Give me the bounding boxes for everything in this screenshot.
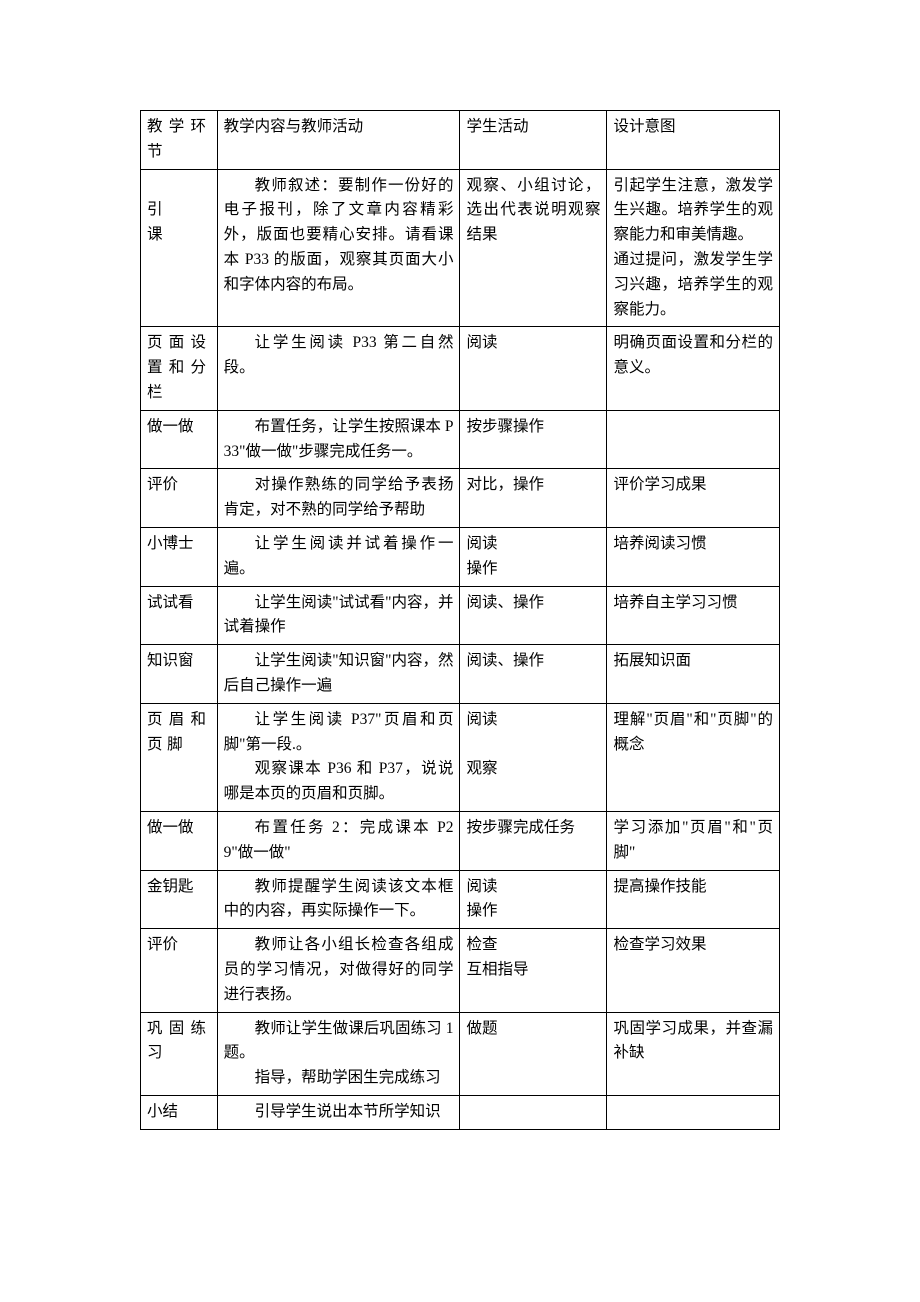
cell-content: 让学生阅读并试着操作一遍。 <box>217 527 460 586</box>
cell-intent: 明确页面设置和分栏的意义。 <box>607 327 780 410</box>
table-row: 页眉和页脚让学生阅读 P37"页眉和页脚"第一段.。观察课本 P36 和 P37… <box>141 703 780 811</box>
cell-content: 教师让学生做课后巩固练习 1 题。指导，帮助学困生完成练习 <box>217 1012 460 1095</box>
table-row: 做一做布置任务 2：完成课本 P29"做一做"按步骤完成任务学习添加"页眉"和"… <box>141 811 780 870</box>
cell-student: 阅读、操作 <box>460 586 607 645</box>
cell-stage: 评价 <box>141 929 218 1012</box>
table-row: 评价教师让各小组长检查各组成员的学习情况，对做得好的同学进行表扬。检查互相指导检… <box>141 929 780 1012</box>
table-row: 金钥匙教师提醒学生阅读该文本框中的内容，再实际操作一下。阅读操作提高操作技能 <box>141 870 780 929</box>
table-row: 巩固练习教师让学生做课后巩固练习 1 题。指导，帮助学困生完成练习做题巩固学习成… <box>141 1012 780 1095</box>
cell-student: 做题 <box>460 1012 607 1095</box>
cell-content: 教师提醒学生阅读该文本框中的内容，再实际操作一下。 <box>217 870 460 929</box>
cell-stage: 引课 <box>141 169 218 327</box>
header-content: 教学内容与教师活动 <box>217 111 460 170</box>
cell-student: 阅读 <box>460 327 607 410</box>
cell-student: 阅读观察 <box>460 703 607 811</box>
cell-stage: 页面设置和分栏 <box>141 327 218 410</box>
table-row: 知识窗让学生阅读"知识窗"内容，然后自己操作一遍阅读、操作拓展知识面 <box>141 645 780 704</box>
header-student: 学生活动 <box>460 111 607 170</box>
cell-student: 检查互相指导 <box>460 929 607 1012</box>
cell-stage: 做一做 <box>141 811 218 870</box>
cell-intent <box>607 1095 780 1129</box>
cell-intent: 巩固学习成果，并查漏补缺 <box>607 1012 780 1095</box>
cell-content: 布置任务，让学生按照课本 P33"做一做"步骤完成任务一。 <box>217 410 460 469</box>
cell-content: 引导学生说出本节所学知识 <box>217 1095 460 1129</box>
table-row: 小博士让学生阅读并试着操作一遍。阅读操作培养阅读习惯 <box>141 527 780 586</box>
table-header-row: 教学环节教学内容与教师活动学生活动设计意图 <box>141 111 780 170</box>
cell-intent: 检查学习效果 <box>607 929 780 1012</box>
cell-content: 对操作熟练的同学给予表扬肯定，对不熟的同学给予帮助 <box>217 469 460 528</box>
cell-stage: 做一做 <box>141 410 218 469</box>
cell-intent: 评价学习成果 <box>607 469 780 528</box>
document-page: 教学环节教学内容与教师活动学生活动设计意图引课教师叙述：要制作一份好的电子报刊，… <box>0 0 920 1302</box>
cell-content: 布置任务 2：完成课本 P29"做一做" <box>217 811 460 870</box>
lesson-plan-table: 教学环节教学内容与教师活动学生活动设计意图引课教师叙述：要制作一份好的电子报刊，… <box>140 110 780 1130</box>
cell-stage: 试试看 <box>141 586 218 645</box>
cell-student <box>460 1095 607 1129</box>
header-intent: 设计意图 <box>607 111 780 170</box>
cell-intent: 提高操作技能 <box>607 870 780 929</box>
cell-intent: 理解"页眉"和"页脚"的概念 <box>607 703 780 811</box>
cell-student: 观察、小组讨论，选出代表说明观察结果 <box>460 169 607 327</box>
cell-intent: 培养自主学习习惯 <box>607 586 780 645</box>
header-stage: 教学环节 <box>141 111 218 170</box>
cell-stage: 小博士 <box>141 527 218 586</box>
cell-student: 对比，操作 <box>460 469 607 528</box>
table-row: 页面设置和分栏让学生阅读 P33 第二自然段。阅读明确页面设置和分栏的意义。 <box>141 327 780 410</box>
cell-stage: 巩固练习 <box>141 1012 218 1095</box>
table-row: 引课教师叙述：要制作一份好的电子报刊，除了文章内容精彩外，版面也要精心安排。请看… <box>141 169 780 327</box>
cell-content: 教师叙述：要制作一份好的电子报刊，除了文章内容精彩外，版面也要精心安排。请看课本… <box>217 169 460 327</box>
cell-student: 阅读、操作 <box>460 645 607 704</box>
cell-student: 按步骤完成任务 <box>460 811 607 870</box>
cell-stage: 评价 <box>141 469 218 528</box>
cell-stage: 知识窗 <box>141 645 218 704</box>
cell-intent: 拓展知识面 <box>607 645 780 704</box>
cell-stage: 小结 <box>141 1095 218 1129</box>
cell-intent <box>607 410 780 469</box>
cell-student: 阅读操作 <box>460 870 607 929</box>
cell-content: 教师让各小组长检查各组成员的学习情况，对做得好的同学进行表扬。 <box>217 929 460 1012</box>
cell-intent: 培养阅读习惯 <box>607 527 780 586</box>
cell-intent: 引起学生注意，激发学生兴趣。培养学生的观察能力和审美情趣。通过提问，激发学生学习… <box>607 169 780 327</box>
cell-content: 让学生阅读"知识窗"内容，然后自己操作一遍 <box>217 645 460 704</box>
cell-content: 让学生阅读 P33 第二自然段。 <box>217 327 460 410</box>
table-row: 评价对操作熟练的同学给予表扬肯定，对不熟的同学给予帮助对比，操作评价学习成果 <box>141 469 780 528</box>
cell-content: 让学生阅读 P37"页眉和页脚"第一段.。观察课本 P36 和 P37，说说哪是… <box>217 703 460 811</box>
cell-stage: 页眉和页脚 <box>141 703 218 811</box>
cell-content: 让学生阅读"试试看"内容，并试着操作 <box>217 586 460 645</box>
table-row: 小结引导学生说出本节所学知识 <box>141 1095 780 1129</box>
table-row: 试试看让学生阅读"试试看"内容，并试着操作阅读、操作培养自主学习习惯 <box>141 586 780 645</box>
cell-intent: 学习添加"页眉"和"页脚" <box>607 811 780 870</box>
cell-stage: 金钥匙 <box>141 870 218 929</box>
table-row: 做一做布置任务，让学生按照课本 P33"做一做"步骤完成任务一。按步骤操作 <box>141 410 780 469</box>
cell-student: 阅读操作 <box>460 527 607 586</box>
cell-student: 按步骤操作 <box>460 410 607 469</box>
